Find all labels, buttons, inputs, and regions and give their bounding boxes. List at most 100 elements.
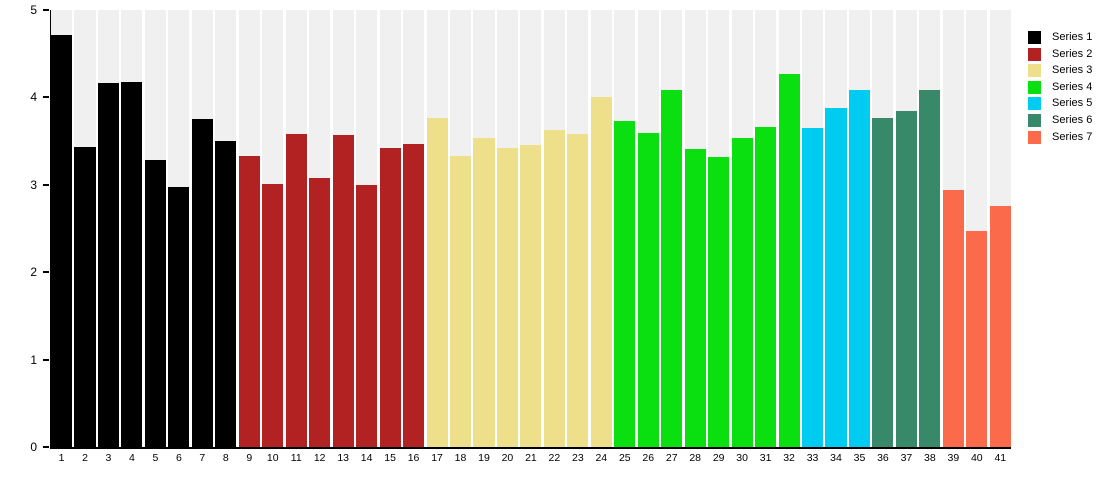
bar-column: 6	[168, 10, 190, 464]
bar-column: 20	[496, 10, 518, 464]
bar-column: 31	[755, 10, 777, 464]
bar-9[interactable]	[238, 155, 260, 447]
x-tick-label: 34	[830, 452, 842, 464]
bar-37[interactable]	[895, 110, 917, 447]
bar-column: 34	[825, 10, 847, 464]
bar-32[interactable]	[778, 73, 800, 447]
bar-column: 29	[708, 10, 730, 464]
bar-38[interactable]	[919, 90, 941, 447]
x-tick-label: 25	[618, 452, 631, 464]
bar-39[interactable]	[942, 190, 964, 447]
bar-column: 17	[426, 10, 448, 464]
bar-17[interactable]	[426, 117, 448, 447]
bar-41[interactable]	[989, 205, 1011, 447]
legend-swatch-icon	[1028, 64, 1041, 78]
bar-29[interactable]	[708, 156, 730, 447]
bar-18[interactable]	[449, 155, 472, 447]
x-tick-label: 22	[548, 452, 561, 464]
bar-column: 35	[848, 10, 871, 464]
bar-column: 23	[567, 10, 589, 464]
bar-35[interactable]	[848, 90, 871, 447]
bar-4[interactable]	[121, 81, 143, 447]
bar-33[interactable]	[802, 128, 824, 447]
legend-item: Series 4	[1028, 80, 1093, 94]
bar-column: 41	[989, 10, 1011, 464]
bar-column: 22	[543, 10, 565, 464]
legend-swatch-icon	[1028, 113, 1041, 127]
bar-16[interactable]	[403, 143, 425, 447]
bar-column: 10	[262, 10, 284, 464]
bar-3[interactable]	[97, 83, 120, 447]
y-tick-label: 2	[30, 265, 37, 280]
bar-column: 27	[661, 10, 683, 464]
x-tick-label: 24	[595, 452, 608, 464]
plot-area: 1 2 3 4 5 6 7 8 9 10 11 12 13 14 15 16 17 18 19 20 21 22 23 24 2…	[50, 10, 1011, 464]
legend-label: Series 3	[1052, 64, 1093, 77]
bar-30[interactable]	[731, 138, 753, 447]
legend-label: Series 6	[1052, 113, 1093, 126]
x-tick-label: 26	[642, 452, 655, 464]
x-tick-label: 19	[478, 452, 490, 464]
bar-26[interactable]	[637, 133, 659, 447]
bar-10[interactable]	[262, 183, 284, 447]
bar-5[interactable]	[144, 160, 166, 447]
x-tick-label: 35	[853, 452, 866, 464]
bar-6[interactable]	[168, 187, 190, 447]
bar-19[interactable]	[473, 137, 495, 447]
bar-25[interactable]	[614, 121, 636, 447]
x-tick-label: 6	[175, 452, 182, 464]
bar-column: 7	[191, 10, 213, 464]
x-tick-label: 4	[129, 452, 135, 464]
bar-14[interactable]	[356, 184, 378, 447]
bar-2[interactable]	[74, 147, 96, 447]
bar-1[interactable]	[51, 35, 73, 447]
x-tick-label: 1	[58, 452, 65, 464]
legend-item: Series 5	[1028, 97, 1092, 111]
bar-27[interactable]	[661, 90, 683, 447]
bar-column: 9	[238, 10, 260, 464]
x-tick-label: 7	[199, 452, 206, 464]
y-tick-mark	[43, 446, 49, 448]
x-tick-label: 10	[266, 452, 279, 464]
bar-column: 8	[215, 10, 237, 464]
x-tick-label: 20	[501, 452, 514, 464]
bar-column: 15	[379, 10, 401, 464]
bar-34[interactable]	[825, 107, 847, 447]
bar-31[interactable]	[755, 127, 777, 447]
x-tick-label: 21	[525, 452, 537, 464]
x-tick-label: 30	[736, 452, 748, 464]
bar-22[interactable]	[543, 129, 565, 447]
y-tick-mark	[43, 183, 49, 186]
legend-label: Series 4	[1052, 80, 1093, 93]
bar-40[interactable]	[966, 231, 988, 447]
bar-24[interactable]	[590, 97, 612, 447]
y-tick-label: 1	[30, 352, 37, 367]
bar-column: 2	[74, 10, 96, 464]
x-tick-label: 16	[407, 452, 420, 464]
bar-column: 14	[356, 10, 378, 464]
bar-20[interactable]	[496, 148, 518, 447]
legend-label: Series 2	[1052, 47, 1093, 60]
bar-7[interactable]	[191, 119, 213, 447]
bar-column: 4	[121, 10, 143, 464]
bar-13[interactable]	[332, 134, 354, 447]
bar-8[interactable]	[215, 141, 237, 447]
bar-12[interactable]	[309, 177, 331, 447]
bar-column: 18	[449, 10, 472, 464]
bar-column: 32	[778, 10, 800, 464]
x-tick-label: 32	[783, 452, 795, 464]
x-tick-label: 5	[152, 452, 159, 464]
bar-15[interactable]	[379, 148, 401, 447]
bar-28[interactable]	[684, 148, 706, 447]
bar-23[interactable]	[567, 134, 589, 447]
legend-label: Series 1	[1052, 31, 1093, 43]
y-tick-label: 5	[30, 3, 37, 17]
bar-11[interactable]	[285, 134, 307, 447]
bar-36[interactable]	[872, 117, 894, 447]
legend-swatch-icon	[1028, 31, 1041, 44]
x-tick-label: 8	[222, 452, 229, 464]
legend-swatch-icon	[1028, 97, 1041, 111]
legend-swatch-icon	[1028, 47, 1041, 61]
bar-21[interactable]	[520, 144, 542, 447]
